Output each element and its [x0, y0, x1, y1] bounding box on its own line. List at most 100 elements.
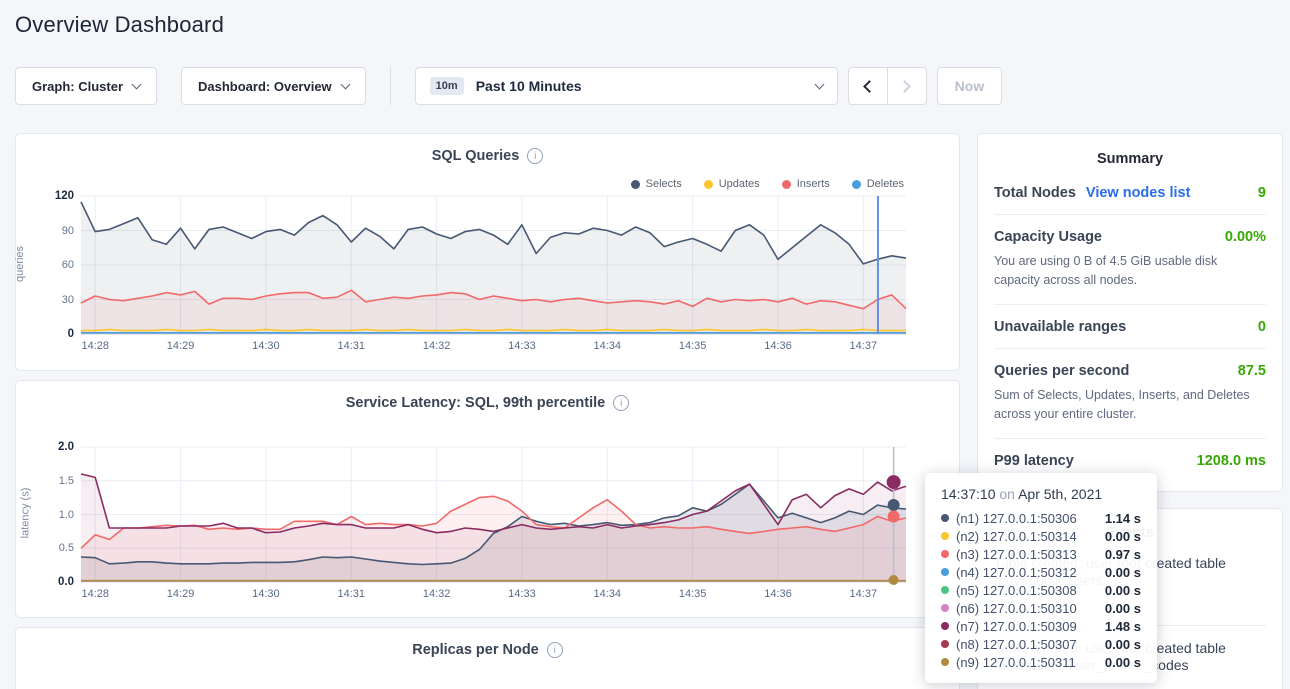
x-axis-tick: 14:28 [81, 588, 109, 600]
series-color-dot [852, 180, 861, 189]
tooltip-row: (n1) 127.0.0.1:50306 1.14 s [941, 509, 1141, 527]
series-color-dot [941, 658, 949, 666]
tooltip-node-value: 0.97 s [1105, 547, 1141, 562]
tooltip-node-label: (n2) 127.0.0.1:50314 [956, 529, 1077, 544]
tooltip-timestamp: 14:37:10 on Apr 5th, 2021 [941, 486, 1141, 502]
service-latency-panel: Service Latency: SQL, 99th percentile la… [15, 380, 960, 618]
tooltip-node-value: 0.00 s [1105, 583, 1141, 598]
x-axis-tick: 14:34 [594, 588, 622, 600]
chevron-down-icon [814, 79, 824, 89]
tooltip-node-label: (n1) 127.0.0.1:50306 [956, 511, 1077, 526]
service-latency-chart[interactable] [81, 447, 906, 582]
dashboard-dropdown[interactable]: Dashboard: Overview [181, 67, 366, 105]
chart-title: SQL Queries [432, 148, 520, 164]
series-color-dot [941, 568, 949, 576]
legend-label: Selects [646, 178, 682, 190]
x-axis-tick: 14:35 [679, 340, 707, 352]
prev-range-button[interactable] [848, 67, 888, 105]
summary-panel: Summary Total NodesView nodes list9Capac… [977, 133, 1283, 492]
series-color-dot [941, 640, 949, 648]
tooltip-node-value: 0.00 s [1105, 529, 1141, 544]
info-icon[interactable] [527, 148, 543, 164]
tooltip-node-value: 0.00 s [1105, 637, 1141, 652]
series-color-dot [782, 180, 791, 189]
x-axis-tick: 14:35 [679, 588, 707, 600]
time-window-badge: 10m [430, 77, 464, 95]
tooltip-row: (n6) 127.0.0.1:503100.00 s [941, 599, 1141, 617]
y-axis-tick: 1.0 [59, 509, 74, 521]
tooltip-node-label: (n7) 127.0.0.1:50309 [956, 619, 1077, 634]
y-axis-tick: 0.5 [59, 542, 74, 554]
replicas-per-node-panel: Replicas per Node [15, 627, 960, 689]
series-color-dot [704, 180, 713, 189]
chart-title: Replicas per Node [412, 642, 539, 658]
tooltip-node-value: 1.14 s [1105, 511, 1141, 526]
legend-item-inserts: Inserts [782, 178, 830, 190]
tooltip-row: (n2) 127.0.0.1:50314 0.00 s [941, 527, 1141, 545]
series-color-dot [941, 550, 949, 558]
graph-dropdown-label: Graph: Cluster [32, 79, 123, 94]
view-nodes-list-link[interactable]: View nodes list [1086, 185, 1191, 201]
tooltip-row: (n9) 127.0.0.1:503110.00 s [941, 653, 1141, 671]
y-axis-title: latency (s) [19, 488, 31, 539]
series-color-dot [941, 532, 949, 540]
summary-items: Total NodesView nodes list9Capacity Usag… [994, 171, 1266, 482]
y-axis-tick: 120 [55, 190, 74, 202]
summary-item-label: Capacity Usage [994, 229, 1102, 245]
y-axis-tick: 90 [62, 225, 74, 237]
summary-item-value: 9 [1258, 185, 1266, 201]
tooltip-row: (n7) 127.0.0.1:50309 1.48 s [941, 617, 1141, 635]
chevron-down-icon [340, 79, 350, 89]
y-axis-tick: 1.5 [59, 475, 74, 487]
tooltip-row: (n5) 127.0.0.1:503080.00 s [941, 581, 1141, 599]
chart-hover-tooltip: 14:37:10 on Apr 5th, 2021 (n1) 127.0.0.1… [925, 473, 1157, 683]
x-axis-tick: 14:33 [508, 588, 536, 600]
series-color-dot [631, 180, 640, 189]
summary-item-label: Unavailable ranges [994, 319, 1126, 335]
x-axis-tick: 14:37 [850, 588, 878, 600]
x-axis-tick: 14:31 [337, 588, 365, 600]
divider [390, 67, 391, 105]
summary-item-value: 1208.0 ms [1197, 453, 1266, 469]
x-axis-tick: 14:30 [252, 588, 280, 600]
summary-item: Capacity Usage 0.00% You are using 0 B of … [994, 215, 1266, 305]
page-title: Overview Dashboard [15, 12, 224, 38]
summary-item: Queries per second87.5Sum of Selects, Up… [994, 349, 1266, 439]
series-color-dot [941, 622, 949, 630]
summary-item-label: P99 latency [994, 453, 1074, 469]
chevron-left-icon [863, 80, 876, 93]
summary-item-description: You are using 0 B of 4.5 GiB usable disk… [994, 252, 1266, 291]
summary-item: Total NodesView nodes list9 [994, 171, 1266, 215]
sql-legend: SelectsUpdatesInsertsDeletes [631, 178, 904, 190]
summary-item: Unavailable ranges0 [994, 305, 1266, 349]
summary-item-value: 87.5 [1238, 363, 1266, 379]
tooltip-node-value: 1.48 s [1105, 619, 1141, 634]
tooltip-node-label: (n9) 127.0.0.1:50311 [956, 655, 1076, 670]
chevron-down-icon [132, 79, 142, 89]
summary-item-label: Queries per second [994, 363, 1129, 379]
info-icon[interactable] [613, 395, 629, 411]
y-axis-tick: 2.0 [58, 441, 74, 453]
next-range-button[interactable] [887, 67, 927, 105]
time-range-picker[interactable]: 10m Past 10 Minutes [415, 67, 838, 105]
x-axis-tick: 14:31 [337, 340, 365, 352]
legend-item-deletes: Deletes [852, 178, 904, 190]
tooltip-row: (n8) 127.0.0.1:503070.00 s [941, 635, 1141, 653]
series-color-dot [941, 586, 949, 594]
tooltip-node-label: (n6) 127.0.0.1:50310 [956, 601, 1077, 616]
x-axis-tick: 14:29 [167, 340, 195, 352]
legend-item-selects: Selects [631, 178, 682, 190]
tooltip-node-label: (n3) 127.0.0.1:50313 [956, 547, 1077, 562]
legend-label: Inserts [797, 178, 830, 190]
x-axis-tick: 14:28 [81, 340, 109, 352]
x-axis-tick: 14:32 [423, 588, 451, 600]
now-button[interactable]: Now [937, 67, 1003, 105]
time-window-label: Past 10 Minutes [476, 78, 582, 94]
info-icon[interactable] [547, 642, 563, 658]
summary-item-value: 0.00% [1225, 229, 1266, 245]
sql-queries-chart[interactable] [81, 196, 906, 334]
x-axis-tick: 14:37 [850, 340, 878, 352]
summary-title: Summary [994, 134, 1266, 171]
x-axis-tick: 14:36 [764, 588, 792, 600]
graph-dropdown[interactable]: Graph: Cluster [15, 67, 157, 105]
